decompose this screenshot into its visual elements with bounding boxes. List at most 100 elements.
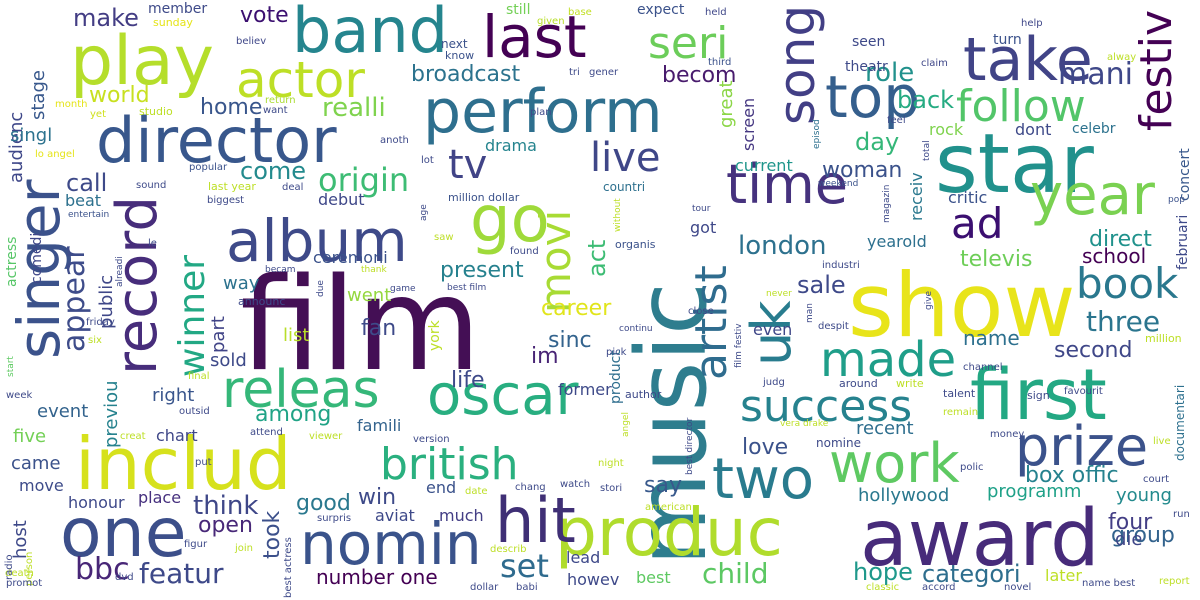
- word-star: star: [935, 117, 1094, 212]
- word-due: due: [316, 280, 326, 297]
- word-later: later: [1045, 566, 1082, 585]
- word-chang: chang: [515, 482, 546, 493]
- word-receiv: receiv: [907, 172, 926, 221]
- word-around: around: [839, 377, 878, 390]
- word-countri: countri: [603, 180, 646, 194]
- word-school: school: [1082, 244, 1147, 268]
- word-much: much: [439, 506, 484, 525]
- word-show: show: [848, 254, 1076, 357]
- word-live: live: [590, 135, 661, 181]
- word-creat: creat: [120, 431, 146, 442]
- word-success: success: [740, 381, 913, 432]
- word-take: take: [963, 25, 1093, 95]
- word-last: last: [482, 3, 587, 71]
- word-last-year: last year: [208, 180, 256, 193]
- word-role: role: [865, 58, 915, 88]
- word-promot: promot: [6, 578, 43, 589]
- word-without: without: [613, 198, 623, 232]
- word-industri: industri: [822, 260, 860, 271]
- word-hollywood: hollywood: [858, 485, 950, 506]
- word-channel: channel: [963, 362, 1003, 373]
- word-sign: sign: [1027, 389, 1050, 402]
- word-death: death: [5, 568, 34, 579]
- word-present: present: [440, 258, 524, 283]
- word-help: help: [1021, 18, 1043, 29]
- word-run: run: [1173, 509, 1190, 520]
- word-novel: novel: [1004, 582, 1032, 593]
- word-televis: televis: [960, 247, 1033, 272]
- word-time: time: [726, 153, 849, 216]
- word-album: album: [226, 207, 408, 275]
- word-biggest: biggest: [207, 195, 245, 206]
- word-life: life: [451, 368, 485, 393]
- word-realli: realli: [322, 93, 386, 123]
- word-perform: perform: [423, 77, 663, 147]
- word-way: way: [223, 273, 260, 294]
- word-februari: februari: [1175, 214, 1191, 270]
- word-even: even: [753, 320, 793, 339]
- word-aviat: aviat: [375, 506, 415, 525]
- word-im: im: [531, 344, 559, 369]
- word-man: man: [805, 303, 815, 323]
- word-accord: accord: [922, 582, 956, 593]
- word-direct: direct: [1089, 227, 1152, 252]
- word-stori: stori: [600, 483, 623, 494]
- word-drama: drama: [485, 136, 537, 155]
- word-announc: announc: [238, 295, 286, 308]
- word-gener: gener: [589, 67, 619, 78]
- word-programm: programm: [987, 481, 1082, 502]
- word-make: make: [73, 4, 139, 32]
- word-two: two: [712, 447, 815, 512]
- word-seen: seen: [852, 34, 886, 50]
- word-first: first: [970, 354, 1107, 436]
- word-tour: tour: [692, 204, 711, 214]
- word-film-festiv: film festiv: [734, 323, 744, 368]
- word-remain: remain: [943, 407, 979, 418]
- word-hit: hit: [495, 484, 576, 557]
- word-top: top: [825, 63, 921, 131]
- word-bbc: bbc: [75, 552, 130, 587]
- word-open: open: [198, 513, 253, 538]
- word-name-best: name best: [1082, 578, 1136, 589]
- word-sinc: sinc: [548, 328, 592, 353]
- word-die: die: [1115, 529, 1143, 550]
- word-among: among: [255, 402, 332, 427]
- word-work: work: [829, 432, 960, 495]
- word-start: start: [6, 356, 16, 377]
- word-product: product: [608, 350, 624, 404]
- word-watch: watch: [560, 479, 591, 490]
- word-third: third: [708, 57, 732, 68]
- word-celebr: celebr: [1072, 121, 1116, 137]
- word-dvd: dvd: [115, 572, 134, 583]
- word-classic: classic: [866, 582, 900, 593]
- word-know: know: [445, 49, 475, 62]
- word-child: child: [702, 557, 769, 590]
- word-second: second: [1054, 338, 1133, 363]
- word-figur: figur: [184, 539, 208, 550]
- word-given: given: [537, 16, 565, 27]
- word-number-one: number one: [316, 565, 438, 589]
- word-million-dollar: million dollar: [448, 191, 520, 204]
- word-ad: ad: [951, 199, 1004, 248]
- word-got: got: [690, 218, 717, 237]
- word-anoth: anoth: [380, 135, 409, 146]
- word-went: went: [347, 285, 392, 306]
- word-write: write: [896, 377, 924, 390]
- word-hope: hope: [853, 558, 913, 586]
- word-despit: despit: [818, 321, 849, 332]
- word-home: home: [200, 95, 263, 120]
- word-box-offic: box offic: [1025, 463, 1119, 488]
- word-entertain: entertain: [68, 210, 110, 220]
- word-becam: becam: [265, 265, 296, 275]
- word-age: age: [419, 204, 429, 221]
- word-great: great: [716, 80, 737, 128]
- word-go: go: [470, 183, 550, 257]
- word-career: career: [541, 296, 612, 321]
- word-vera-drake: vera drake: [780, 419, 829, 429]
- word-back: back: [897, 86, 955, 114]
- word-four: four: [1108, 510, 1153, 535]
- word-plan: plan: [530, 107, 552, 118]
- word-attend: attend: [250, 427, 283, 438]
- word-yet: yet: [90, 109, 106, 120]
